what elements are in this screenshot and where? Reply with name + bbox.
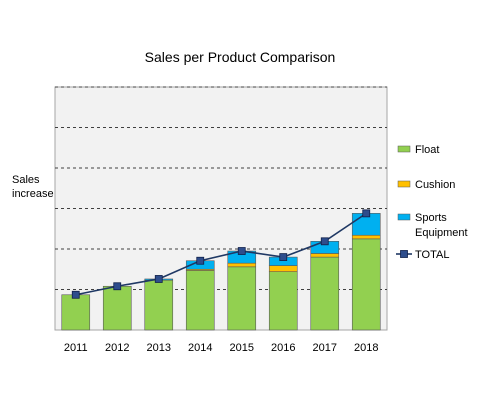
total-marker-2012 (113, 282, 122, 291)
x-tick-label: 2017 (313, 342, 337, 354)
x-tick-label: 2015 (230, 342, 254, 354)
total-marker-2017 (320, 237, 329, 246)
legend-marker (400, 250, 408, 258)
x-tick-label: 2011 (64, 342, 88, 354)
bar-cushion-2018 (351, 234, 381, 240)
legend-swatch (397, 180, 411, 188)
total-line (75, 212, 367, 296)
bar-float-2015 (227, 266, 257, 331)
bar-float-2011 (61, 294, 91, 331)
y-axis-label: Sales (12, 174, 40, 186)
bar-float-2012 (102, 285, 132, 331)
total-marker-2016 (279, 253, 288, 262)
bar-float-2016 (268, 271, 298, 331)
x-tick-label: 2012 (105, 342, 129, 354)
bar-cushion-2017 (310, 253, 340, 258)
legend-label: TOTAL (415, 249, 449, 261)
bar-cushion-2016 (268, 265, 298, 272)
legend-swatch (397, 145, 411, 153)
legend-label: Sports (415, 212, 447, 224)
total-marker-2013 (154, 275, 163, 283)
bar-cushion-2015 (227, 262, 257, 268)
legend-label: Float (415, 144, 439, 156)
bar-float-2014 (185, 270, 215, 331)
legend-swatch (397, 213, 411, 221)
total-marker-2018 (362, 209, 371, 218)
total-marker-2011 (71, 290, 80, 299)
x-tick-label: 2014 (188, 342, 212, 354)
bar-float-2018 (351, 238, 381, 331)
bar-float-2013 (144, 279, 174, 331)
x-tick-label: 2018 (354, 342, 378, 354)
x-tick-label: 2013 (147, 342, 171, 354)
legend-label: Equipment (415, 227, 468, 239)
bar-float-2017 (310, 256, 340, 331)
legend-label: Cushion (415, 179, 455, 191)
total-marker-2015 (237, 247, 246, 255)
x-tick-label: 2016 (271, 342, 295, 354)
total-marker-2014 (196, 256, 205, 265)
y-axis-label: increase (12, 188, 54, 200)
chart-title: Sales per Product Comparison (145, 49, 336, 65)
